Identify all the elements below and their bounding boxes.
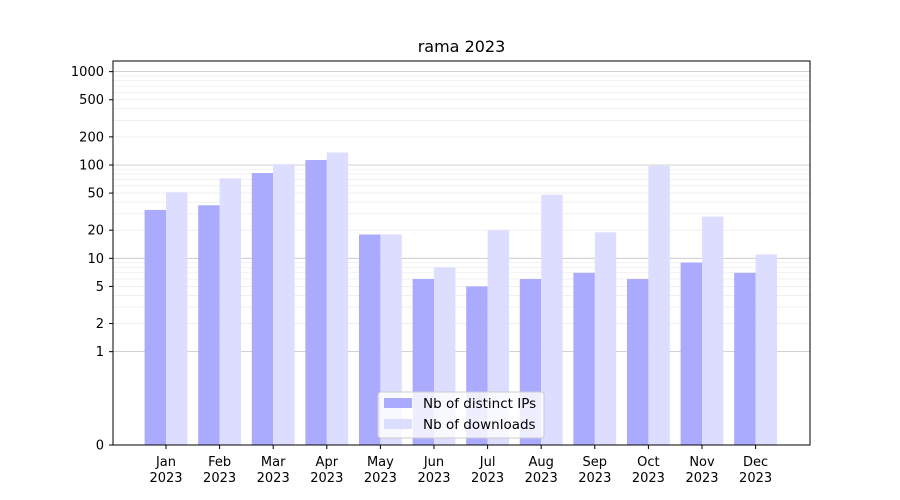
x-tick-label: Feb 2023 bbox=[203, 455, 236, 486]
y-tick-label: 20 bbox=[87, 224, 104, 239]
x-tick-label: Oct 2023 bbox=[632, 455, 665, 486]
x-axis: Jan 2023 Feb 2023 Mar 2023 Apr 2023 May 2023 Jun 20… bbox=[149, 445, 772, 486]
y-tick-label: 100 bbox=[79, 158, 104, 173]
bar-distinct-ips bbox=[198, 205, 220, 445]
bar-downloads bbox=[166, 192, 188, 445]
y-tick-label: 0 bbox=[96, 439, 104, 454]
bar-downloads bbox=[702, 216, 724, 445]
y-tick-label: 2 bbox=[96, 317, 104, 332]
y-tick-label: 10 bbox=[87, 252, 104, 267]
bar-distinct-ips bbox=[305, 160, 327, 446]
x-tick-label: Dec 2023 bbox=[739, 455, 772, 486]
bar-distinct-ips bbox=[359, 234, 381, 445]
bar-distinct-ips bbox=[144, 209, 166, 445]
x-tick-label: Mar 2023 bbox=[257, 455, 290, 486]
y-tick-label: 200 bbox=[79, 130, 104, 145]
bar-downloads bbox=[648, 165, 670, 446]
bar-distinct-ips bbox=[251, 173, 274, 445]
bar-downloads bbox=[594, 232, 617, 445]
chart-title: rama 2023 bbox=[418, 37, 506, 56]
legend-swatch bbox=[384, 398, 412, 408]
x-tick-label: Sep 2023 bbox=[578, 455, 611, 486]
x-tick-label: Nov 2023 bbox=[685, 455, 718, 486]
bar-downloads bbox=[273, 164, 295, 445]
bar-distinct-ips bbox=[680, 262, 702, 445]
bar-distinct-ips bbox=[573, 272, 595, 445]
y-tick-label: 5 bbox=[96, 280, 104, 295]
bar-downloads bbox=[541, 194, 563, 445]
x-tick-label: May 2023 bbox=[364, 455, 397, 486]
bar-downloads bbox=[326, 152, 349, 445]
y-tick-label: 500 bbox=[79, 93, 104, 108]
x-tick-label: Aug 2023 bbox=[525, 455, 558, 486]
bar-downloads bbox=[755, 254, 777, 445]
plot-frame bbox=[112, 60, 811, 446]
bar-distinct-ips bbox=[627, 279, 649, 445]
x-tick-label: Jul 2023 bbox=[471, 455, 504, 486]
x-tick-label: Jan 2023 bbox=[149, 455, 182, 486]
legend-box bbox=[377, 391, 545, 439]
legend: Nb of distinct IPs Nb of downloads bbox=[377, 391, 545, 439]
y-tick-label: 1 bbox=[96, 345, 104, 360]
legend-label: Nb of downloads bbox=[423, 417, 536, 433]
bar-downloads bbox=[219, 178, 241, 445]
bar-downloads bbox=[487, 230, 509, 445]
legend-label: Nb of distinct IPs bbox=[423, 396, 536, 412]
y-tick-label: 50 bbox=[87, 187, 104, 202]
x-tick-label: Jun 2023 bbox=[417, 455, 450, 486]
y-axis: 0 1 2 5 10 20 50 100 200 500 1000 bbox=[71, 65, 113, 454]
y-tick-label: 1000 bbox=[71, 65, 104, 80]
x-tick-label: Apr 2023 bbox=[310, 455, 343, 486]
legend-swatch bbox=[384, 419, 412, 429]
bar-distinct-ips bbox=[734, 272, 756, 445]
